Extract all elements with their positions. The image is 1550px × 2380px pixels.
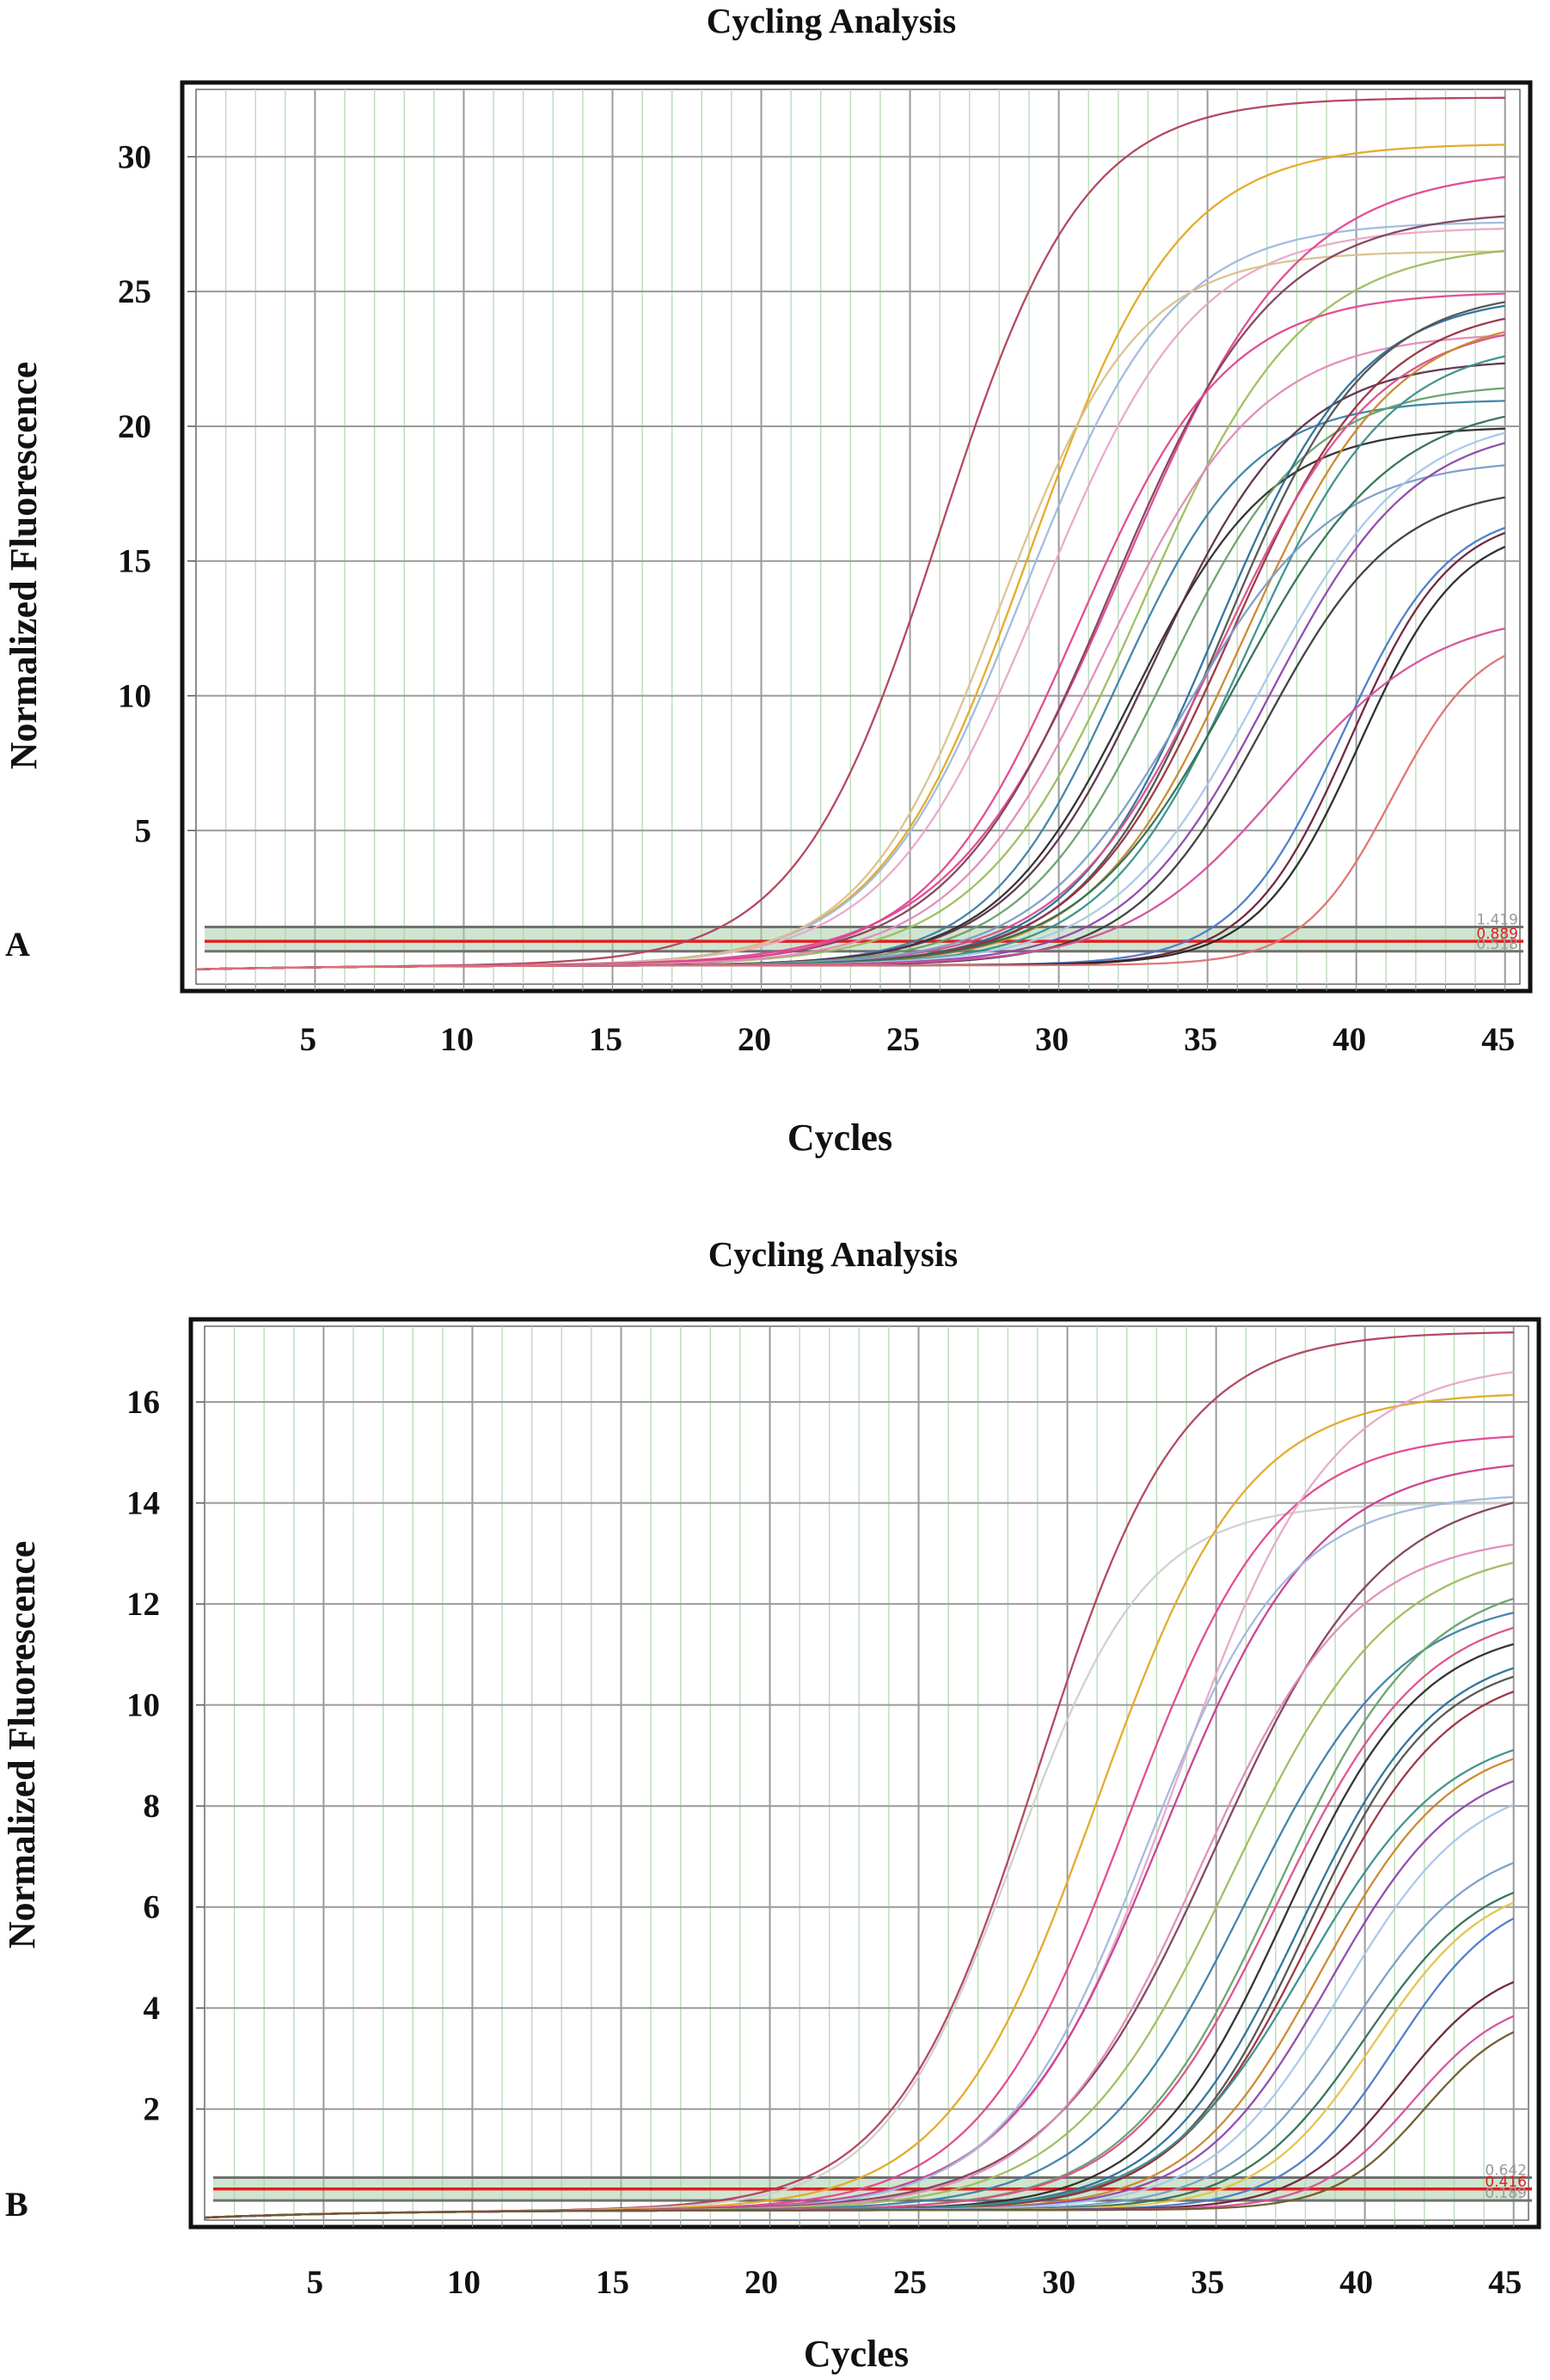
chart-a-amplification-curve-30 — [195, 654, 1506, 970]
chart-b-x-tick-label: 20 — [744, 2264, 778, 2301]
chart-b-threshold-label: 0.416 — [1485, 2174, 1527, 2191]
panel-a-letter: A — [5, 925, 30, 964]
chart-a-threshold-label: 0.518 — [1476, 936, 1518, 953]
chart-a-threshold-label: 1.419 — [1476, 912, 1518, 929]
chart-b-title: Cycling Analysis — [708, 1234, 958, 1274]
chart-a-y-tick-label: 5 — [135, 812, 152, 849]
chart-a-x-axis-label: Cycles — [787, 1117, 892, 1159]
chart-b-inner-border — [204, 1325, 1529, 2221]
chart-a-y-tick-label: 30 — [118, 138, 151, 175]
chart-a-inner-border — [195, 89, 1521, 985]
chart-b-amplification-curve-28 — [204, 2031, 1515, 2219]
chart-b-y-axis-label: Normalized Fluorescence — [1, 1541, 43, 1949]
chart-b-y-tick-label: 16 — [126, 1384, 160, 1421]
chart-b-y-tick-label: 14 — [126, 1485, 160, 1522]
panel-b: Cycling Analysis Normalized Fluorescence… — [1, 1234, 1541, 2375]
chart-a-threshold-label: 0.889 — [1476, 926, 1518, 943]
chart-b-x-tick-label: 30 — [1042, 2264, 1075, 2301]
chart-b-x-tick-label: 45 — [1488, 2264, 1522, 2301]
panel-b-letter: B — [5, 2185, 28, 2224]
chart-b-x-tick-label: 25 — [893, 2264, 927, 2301]
chart-b-x-tick-label: 10 — [447, 2264, 481, 2301]
chart-a-y-tick-label: 15 — [118, 543, 151, 580]
chart-a-y-tick-label: 25 — [118, 273, 151, 310]
chart-b-x-axis-label: Cycles — [804, 2333, 909, 2375]
chart-b-x-tick-label: 15 — [596, 2264, 629, 2301]
chart-a-x-tick-label: 25 — [886, 1021, 920, 1058]
panel-a: Cycling Analysis Normalized Fluorescence… — [3, 1, 1533, 1159]
chart-b-x-tick-label: 35 — [1191, 2264, 1224, 2301]
chart-a-title: Cycling Analysis — [707, 1, 956, 40]
chart-b-x-tick-label: 40 — [1339, 2264, 1373, 2301]
chart-b-y-tick-label: 6 — [144, 1889, 161, 1926]
chart-b-y-tick-label: 8 — [144, 1788, 161, 1825]
chart-b-x-tick-label: 5 — [307, 2264, 324, 2301]
chart-a-x-tick-label: 15 — [589, 1021, 622, 1058]
chart-a-y-axis-label: Normalized Fluorescence — [3, 362, 45, 769]
chart-a-x-tick-label: 35 — [1184, 1021, 1217, 1058]
chart-b-y-tick-label: 12 — [126, 1586, 160, 1623]
chart-a-x-tick-label: 20 — [738, 1021, 771, 1058]
chart-a-x-tick-label: 5 — [300, 1021, 317, 1058]
chart-a-x-tick-label: 45 — [1481, 1021, 1515, 1058]
chart-a-x-tick-label: 10 — [440, 1021, 474, 1058]
chart-a-y-tick-label: 20 — [118, 408, 151, 445]
chart-b-threshold-label: 0.189 — [1485, 2185, 1527, 2202]
chart-b-y-tick-label: 10 — [126, 1687, 160, 1724]
chart-a-y-tick-label: 10 — [118, 677, 151, 714]
chart-a-x-tick-label: 30 — [1035, 1021, 1069, 1058]
chart-b-threshold-label: 0.642 — [1485, 2163, 1527, 2180]
chart-b-y-tick-label: 4 — [144, 1990, 161, 2027]
chart-a-x-tick-label: 40 — [1333, 1021, 1366, 1058]
chart-b-y-tick-label: 2 — [144, 2091, 161, 2128]
